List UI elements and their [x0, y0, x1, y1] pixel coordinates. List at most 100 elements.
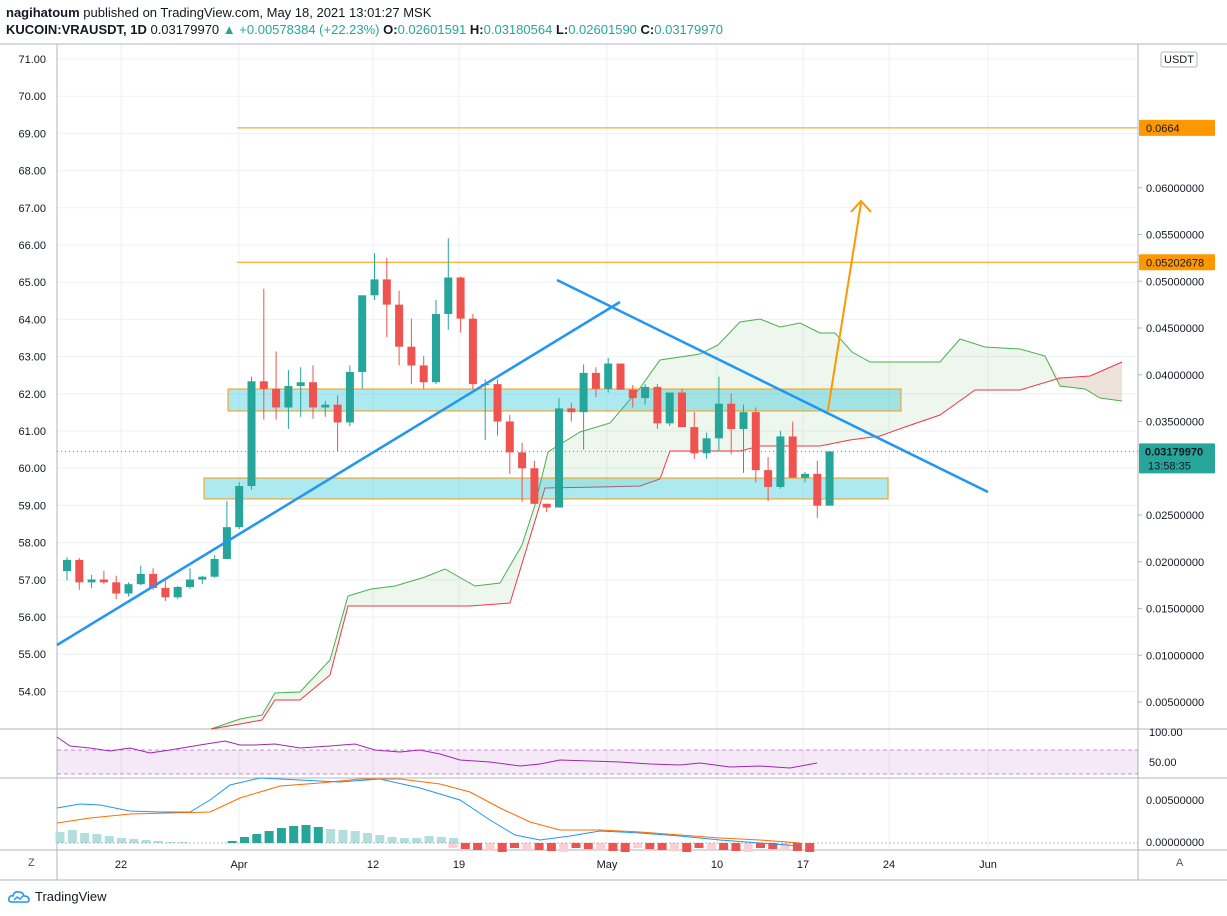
macd-histogram-bar	[682, 843, 692, 852]
candle-body	[149, 573, 158, 588]
candle-body	[395, 304, 404, 347]
candle-body	[407, 346, 416, 366]
macd-axis-label: 0.00500000	[1146, 795, 1204, 807]
high-label: H:	[469, 22, 484, 37]
macd-histogram-bar	[92, 834, 102, 843]
right-axis-label: 0.04500000	[1146, 323, 1204, 335]
candle-body	[776, 436, 785, 487]
left-axis-label: 66.00	[18, 240, 46, 252]
macd-histogram-bar	[731, 843, 741, 851]
zoom-button[interactable]: Z	[28, 857, 35, 869]
macd-histogram-bar	[510, 843, 519, 848]
price-level-tag	[1139, 119, 1215, 136]
left-axis-label: 62.00	[18, 389, 46, 401]
close-value: 0.03179970	[654, 22, 723, 37]
macd-histogram-bar	[363, 833, 372, 843]
macd-histogram-bar	[301, 825, 311, 843]
x-axis-label: 17	[797, 859, 809, 871]
x-axis-label: 19	[453, 859, 465, 871]
chart-frame	[56, 43, 1139, 851]
candle-body	[222, 527, 231, 559]
candle-body	[63, 559, 71, 572]
macd-histogram-bar	[153, 841, 163, 843]
candle-body	[345, 371, 354, 423]
rsi-axis-label: 100.00	[1149, 727, 1183, 739]
price-level-tag	[1139, 254, 1215, 271]
right-axis-label: 0.01000000	[1146, 650, 1204, 662]
last-price-tag	[1139, 443, 1215, 474]
left-axis-label: 71.00	[18, 54, 46, 66]
price-level-value: 0.0664	[1146, 123, 1180, 135]
rsi-band	[57, 750, 1138, 774]
left-axis-label: 70.00	[18, 91, 46, 103]
right-axis-label: 0.05500000	[1146, 230, 1204, 242]
support-zone	[203, 477, 889, 500]
macd-histogram-bar	[497, 843, 507, 852]
macd-histogram-bar	[67, 830, 77, 843]
macd-histogram-bar	[276, 828, 286, 843]
candle-body	[542, 503, 551, 508]
auto-scale-button[interactable]: A	[1176, 857, 1184, 869]
candle-body	[444, 277, 453, 314]
macd-histogram-bar	[313, 827, 323, 843]
macd-histogram-bar	[780, 843, 790, 850]
publish-info: nagihatoum published on TradingView.com,…	[6, 5, 431, 20]
rsi-axis-label: 50.00	[1149, 757, 1177, 769]
left-axis-label: 61.00	[18, 426, 46, 438]
macd-histogram-bar	[768, 843, 778, 849]
ichimoku-cloud-bearish	[1045, 356, 1122, 401]
projection-arrow	[827, 202, 862, 411]
macd-histogram-bar	[620, 843, 630, 852]
macd-axis-label: 0.00000000	[1146, 837, 1204, 849]
candle-body	[309, 382, 317, 408]
macd-histogram-bar	[743, 843, 753, 852]
right-axis-label: 0.02000000	[1146, 557, 1204, 569]
candle-body	[75, 559, 84, 583]
candle-body	[530, 468, 539, 504]
macd-histogram-bar	[104, 836, 114, 843]
author-name[interactable]: nagihatoum	[6, 5, 80, 20]
candle-body	[702, 438, 711, 454]
candle-body	[739, 412, 748, 429]
low-label: L:	[555, 22, 569, 37]
left-axis-label: 65.00	[18, 277, 46, 289]
macd-histogram-bar	[756, 843, 765, 848]
macd-histogram-bar	[141, 840, 151, 843]
candle-body	[468, 318, 477, 385]
low-value: 0.02601590	[568, 22, 637, 37]
macd-histogram-bar	[326, 829, 336, 843]
macd-histogram-bar	[546, 843, 556, 851]
candle-body	[358, 295, 367, 372]
candle-body	[284, 385, 293, 408]
macd-histogram-bar	[227, 841, 237, 843]
candle-body	[764, 470, 773, 487]
macd-line	[56, 777, 801, 847]
currency-label: USDT	[1164, 54, 1194, 66]
macd-histogram-bar	[719, 843, 729, 850]
macd-histogram-bar	[522, 843, 532, 849]
macd-histogram-bar	[571, 843, 581, 848]
macd-histogram-bar	[80, 833, 90, 843]
x-axis-label: 22	[115, 859, 127, 871]
candle-body	[235, 486, 244, 528]
candle-body	[591, 372, 600, 389]
projection-arrowhead	[850, 199, 872, 213]
macd-histogram-bar	[645, 843, 655, 849]
candle-body	[296, 382, 305, 386]
x-axis-label: 24	[883, 859, 895, 871]
right-axis-label: 0.00500000	[1146, 697, 1204, 709]
candle-body	[653, 386, 662, 424]
x-axis-label: 12	[367, 859, 379, 871]
left-axis-label: 68.00	[18, 166, 46, 178]
macd-histogram-bar	[117, 838, 126, 843]
macd-histogram-bar	[412, 838, 422, 843]
macd-histogram-bar	[338, 830, 348, 843]
candle-body	[112, 582, 121, 594]
tradingview-cloud-icon	[8, 890, 30, 903]
open-label: O:	[383, 22, 398, 37]
tradingview-logo[interactable]: TradingView	[8, 889, 107, 904]
candle-body	[333, 404, 342, 423]
symbol-name: KUCOIN:VRAUSDT, 1D	[6, 22, 147, 37]
x-axis-label: 10	[711, 859, 723, 871]
